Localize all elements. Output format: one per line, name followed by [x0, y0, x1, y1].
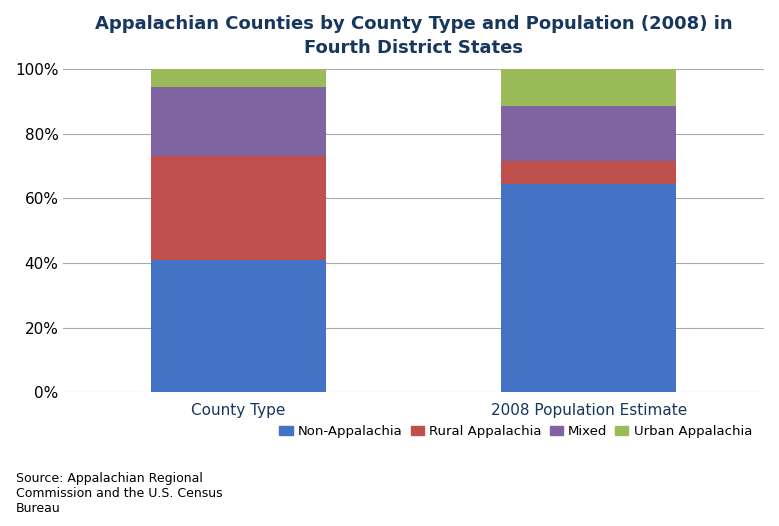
Bar: [151, 156, 326, 260]
Bar: [151, 69, 326, 87]
Bar: [501, 69, 676, 106]
Bar: [151, 87, 326, 156]
Bar: [151, 260, 326, 392]
Bar: [501, 106, 676, 161]
Title: Appalachian Counties by County Type and Population (2008) in
Fourth District Sta: Appalachian Counties by County Type and …: [95, 15, 732, 57]
Text: Source: Appalachian Regional
Commission and the U.S. Census
Bureau: Source: Appalachian Regional Commission …: [16, 472, 222, 515]
Bar: [501, 161, 676, 184]
Bar: [501, 184, 676, 392]
Legend: Non-Appalachia, Rural Appalachia, Mixed, Urban Appalachia: Non-Appalachia, Rural Appalachia, Mixed,…: [274, 420, 757, 443]
